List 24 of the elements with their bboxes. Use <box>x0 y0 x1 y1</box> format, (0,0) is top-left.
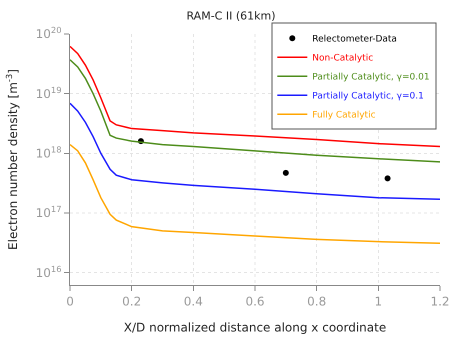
y-tick-label: 10$^{16}$ <box>36 264 62 280</box>
line-series <box>70 46 440 148</box>
x-tick-label: 1 <box>374 294 382 308</box>
legend-label: Relectometer-Data <box>312 34 397 45</box>
x-tick-label: 0 <box>66 294 74 308</box>
legend-label: Fully Catalytic <box>312 110 376 121</box>
legend-label: Partially Catalytic, γ=0.1 <box>312 92 424 102</box>
y-tick-label: 10$^{19}$ <box>36 84 62 101</box>
legend-label: Non-Catalytic <box>312 54 374 64</box>
chart-title: RAM-C II (61km) <box>186 10 276 23</box>
line-series <box>70 144 440 244</box>
y-tick-label: 10$^{17}$ <box>36 204 62 220</box>
x-axis-title: X/D normalized distance along x coordinate <box>124 320 386 334</box>
x-tick-label: 1.2 <box>430 294 450 308</box>
x-tick-label: 0.2 <box>122 294 142 308</box>
line-series <box>70 102 440 200</box>
x-tick-label: 0.4 <box>184 294 203 308</box>
point <box>384 175 391 182</box>
y-tick-label: 10$^{20}$ <box>36 25 62 42</box>
x-tick-label: 0.6 <box>245 294 265 308</box>
point <box>282 170 289 176</box>
x-tick-label: 0.8 <box>307 294 326 308</box>
y-tick-label: 10$^{18}$ <box>36 144 62 161</box>
legend-label: Partially Catalytic, γ=0.01 <box>312 72 430 83</box>
